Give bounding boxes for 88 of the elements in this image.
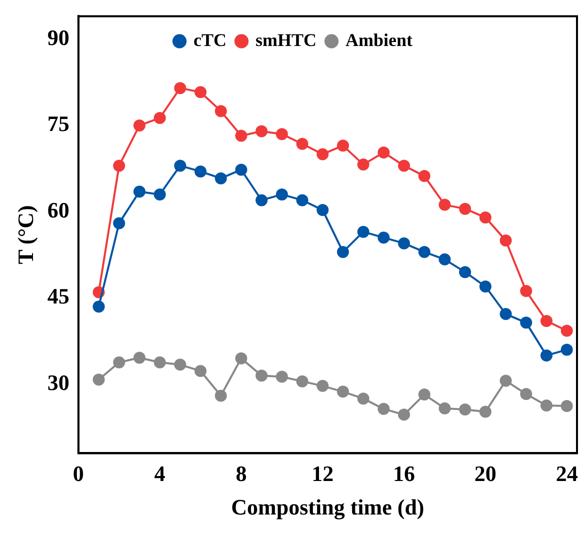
- point: [92, 300, 105, 313]
- x-tick-label: 12: [312, 461, 334, 486]
- point: [174, 82, 186, 94]
- y-tick-label: 75: [47, 111, 70, 136]
- point: [154, 356, 166, 368]
- point: [459, 202, 472, 215]
- point: [357, 392, 370, 405]
- point: [479, 406, 492, 418]
- point: [194, 364, 207, 377]
- point: [560, 344, 573, 356]
- point: [276, 128, 288, 140]
- point: [214, 172, 227, 184]
- point: [113, 356, 126, 368]
- point: [520, 388, 532, 400]
- point: [438, 253, 451, 266]
- y-tick-label: 60: [47, 197, 70, 222]
- y-tick-label: 30: [47, 370, 70, 395]
- point: [336, 386, 349, 398]
- point: [276, 370, 288, 383]
- point: [540, 314, 552, 327]
- point: [357, 158, 370, 171]
- point: [174, 358, 186, 371]
- point: [154, 188, 166, 200]
- point: [378, 232, 390, 244]
- point: [235, 164, 248, 176]
- point: [459, 266, 472, 278]
- point: [214, 390, 227, 402]
- point: [133, 186, 146, 198]
- point: [113, 160, 126, 172]
- point: [560, 400, 573, 412]
- y-tick-label: 90: [47, 24, 70, 50]
- point: [296, 138, 308, 150]
- legend-label: Ambient: [346, 30, 413, 50]
- x-tick-label: 4: [154, 461, 166, 486]
- point: [214, 105, 227, 118]
- point: [378, 146, 390, 158]
- point: [174, 160, 186, 172]
- legend-label: smHTC: [255, 30, 317, 50]
- x-tick-label: 8: [236, 461, 247, 486]
- point: [418, 246, 430, 258]
- point: [560, 324, 573, 337]
- point: [357, 226, 370, 238]
- point: [500, 234, 512, 246]
- point: [520, 316, 532, 329]
- point: [398, 237, 410, 250]
- point: [520, 285, 532, 298]
- point: [459, 404, 472, 416]
- point: [316, 148, 329, 160]
- x-tick-label: 0: [72, 461, 84, 486]
- point: [316, 204, 329, 216]
- x-tick-label: 16: [393, 461, 416, 486]
- point: [418, 388, 430, 401]
- point: [296, 194, 308, 206]
- point: [438, 198, 451, 211]
- point: [235, 130, 248, 142]
- point: [296, 375, 308, 388]
- point: [398, 160, 410, 172]
- point: [336, 140, 349, 152]
- point: [398, 408, 410, 421]
- point: [540, 399, 552, 412]
- x-axis-title: Composting time (d): [231, 494, 424, 520]
- point: [256, 125, 268, 138]
- point: [133, 352, 146, 364]
- point: [336, 246, 349, 258]
- point: [479, 280, 492, 292]
- point: [194, 165, 207, 178]
- point: [256, 194, 268, 206]
- point: [540, 349, 552, 362]
- legend-label: cTC: [194, 30, 226, 50]
- point: [378, 402, 390, 415]
- point: [154, 112, 166, 124]
- point: [438, 402, 451, 414]
- point: [418, 170, 430, 182]
- x-tick-label: 20: [474, 461, 496, 486]
- point: [113, 217, 126, 230]
- point: [256, 370, 268, 382]
- point: [500, 374, 512, 387]
- point: [133, 119, 146, 132]
- point: [194, 86, 207, 98]
- point: [235, 352, 248, 364]
- point: [276, 188, 288, 200]
- point: [500, 308, 512, 320]
- point: [92, 374, 105, 386]
- x-tick-label: 24: [556, 461, 578, 486]
- point: [316, 380, 329, 392]
- y-tick-label: 45: [47, 284, 70, 309]
- point: [479, 211, 492, 224]
- y-axis-title: T (°C): [12, 205, 38, 264]
